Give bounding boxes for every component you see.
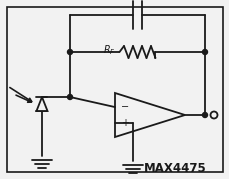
Circle shape: [202, 50, 207, 54]
Circle shape: [202, 112, 207, 117]
Text: −: −: [120, 102, 128, 112]
Circle shape: [67, 50, 72, 54]
Text: $R_F$: $R_F$: [103, 43, 115, 57]
FancyBboxPatch shape: [7, 7, 222, 172]
Polygon shape: [36, 97, 47, 111]
Text: $C_F$: $C_F$: [133, 0, 145, 2]
Circle shape: [67, 95, 72, 100]
Text: MAX4475: MAX4475: [143, 161, 205, 175]
Text: +: +: [120, 118, 128, 128]
